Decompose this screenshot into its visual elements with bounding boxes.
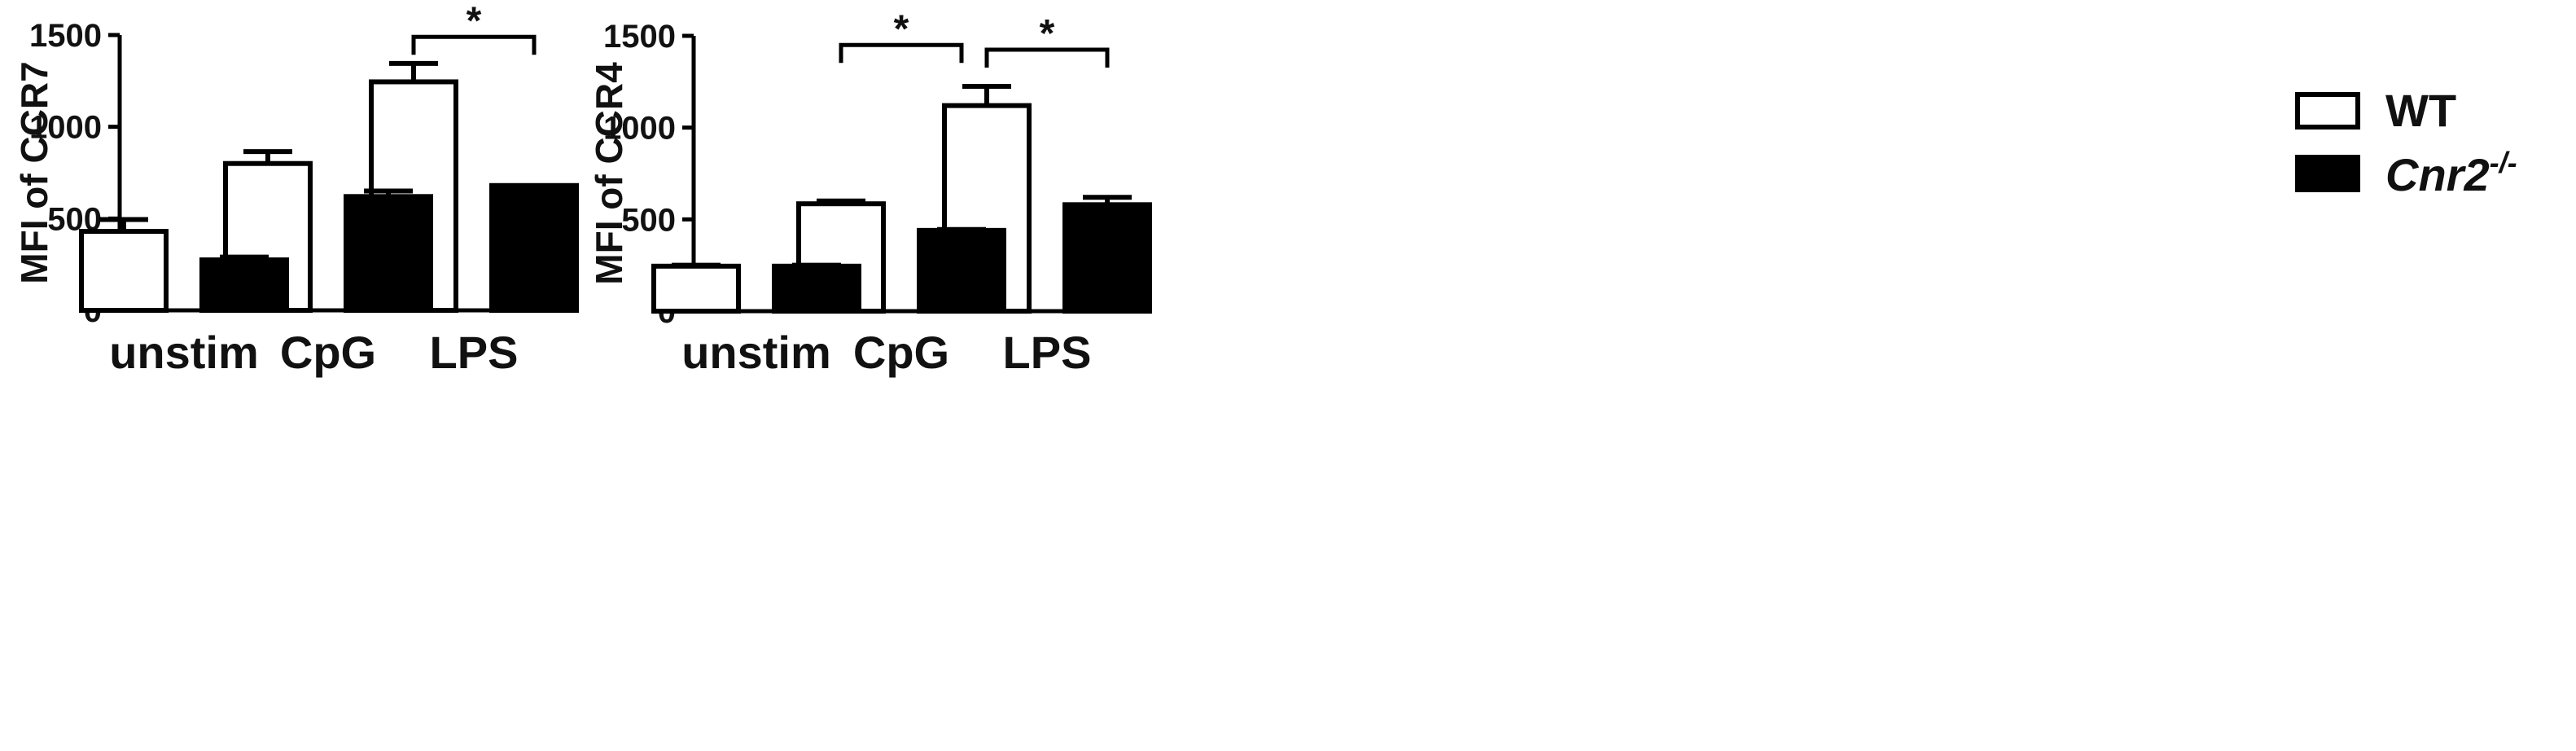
- ccr4-bar-wt-unstim: [651, 263, 741, 314]
- ccr4-bar-cnr2-cpg: [917, 227, 1006, 314]
- legend-label-cnr2-main: Cnr2: [2385, 149, 2490, 200]
- ccr4-y-tick-label: 500: [621, 202, 676, 238]
- ccr7-y-tick-label: 1000: [29, 110, 102, 146]
- legend-swatch-cnr2: [2295, 155, 2360, 192]
- ccr7-bar-wt-unstim: [79, 229, 169, 313]
- ccr7-x-tick-label: CpG: [280, 327, 376, 378]
- ccr7-bar-cnr2-cpg: [344, 194, 433, 313]
- ccr7-x-tick-label: unstim: [109, 327, 259, 378]
- ccr4-significance-star: *: [894, 7, 909, 51]
- ccr4-bar-cnr2-lps: [1062, 202, 1152, 314]
- ccr4-y-tick-label: 1500: [603, 19, 676, 55]
- legend-label-wt: WT: [2385, 85, 2456, 136]
- ccr7-significance-star: *: [467, 0, 482, 42]
- ccr4-significance-bracket: [839, 42, 964, 64]
- ccr4-y-axis-label: MFI of CCR4: [588, 62, 630, 285]
- legend-label-cnr2: Cnr2-/-: [2385, 146, 2517, 200]
- ccr7-bar-cnr2-lps: [489, 182, 579, 313]
- ccr4-y-tick-label: 1000: [603, 111, 676, 147]
- ccr4-x-tick-label: unstim: [681, 327, 831, 378]
- ccr4-significance-star: *: [1040, 12, 1055, 55]
- ccr4-bar-cnr2-unstim: [772, 263, 861, 314]
- ccr7-bar-cnr2-unstim: [199, 257, 289, 313]
- ccr7-significance-bracket: [411, 34, 537, 55]
- legend: WT Cnr2-/-: [2295, 85, 2517, 200]
- ccr7-y-tick-label: 1500: [29, 18, 102, 54]
- ccr7-y-axis-label: MFI of CCR7: [13, 61, 55, 283]
- ccr4-x-tick-label: LPS: [1003, 327, 1092, 378]
- ccr4-x-tick-label: CpG: [853, 327, 949, 378]
- legend-swatch-wt: [2295, 92, 2360, 130]
- ccr7-x-tick-label: LPS: [430, 327, 519, 378]
- legend-label-cnr2-sup: -/-: [2490, 146, 2517, 179]
- ccr4-significance-bracket: [984, 47, 1110, 68]
